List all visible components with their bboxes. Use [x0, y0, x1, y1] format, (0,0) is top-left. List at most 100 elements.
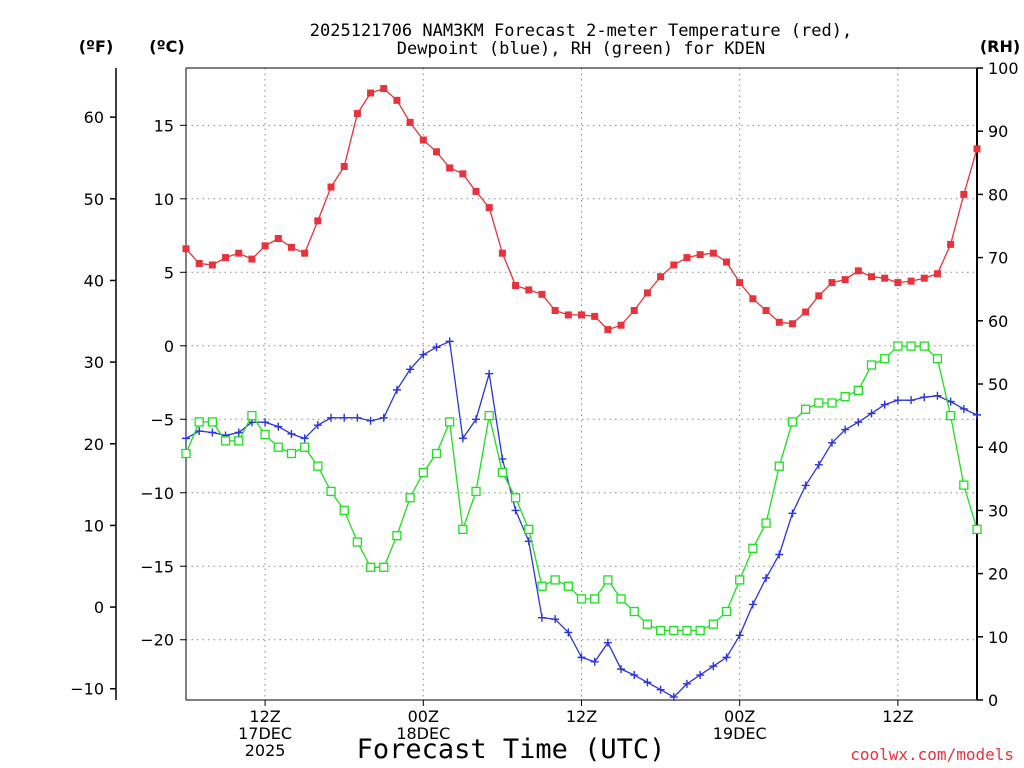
- data-point: [459, 170, 467, 178]
- x-axis-label: Forecast Time (UTC): [357, 734, 666, 765]
- data-point: [314, 217, 322, 225]
- data-point: [234, 428, 243, 437]
- data-point: [366, 416, 375, 425]
- data-point: [287, 429, 296, 438]
- axes: 6050403020100−10151050−5−10−15−201009080…: [70, 59, 1018, 760]
- data-point: [379, 413, 388, 422]
- data-point: [392, 531, 402, 541]
- rh-tick-label: 50: [988, 375, 1008, 394]
- data-point: [603, 638, 612, 647]
- data-point: [419, 136, 427, 144]
- data-point: [379, 562, 389, 572]
- data-point: [735, 631, 744, 640]
- x-tick-label: 12Z: [566, 707, 597, 726]
- data-point: [682, 679, 691, 688]
- fahrenheit-unit-label: (ºF): [79, 37, 114, 56]
- data-point: [604, 326, 612, 334]
- celsius-tick-label: −20: [140, 631, 174, 650]
- fahrenheit-tick-label: 20: [84, 435, 104, 454]
- data-point: [683, 254, 691, 262]
- data-point: [576, 594, 587, 604]
- data-point: [815, 292, 823, 300]
- fahrenheit-tick-label: 40: [84, 271, 104, 290]
- data-point: [326, 486, 336, 497]
- x-tick-label: 17DEC: [238, 724, 292, 743]
- data-point: [208, 428, 217, 437]
- data-point: [841, 425, 850, 434]
- data-point: [525, 286, 533, 294]
- data-point: [418, 467, 428, 478]
- data-point: [590, 594, 600, 604]
- data-point: [972, 524, 982, 535]
- credit-label: coolwx.com/models: [850, 745, 1014, 764]
- x-tick-label: 19DEC: [713, 724, 767, 743]
- data-point: [655, 625, 666, 636]
- data-point: [642, 619, 653, 629]
- data-point: [261, 418, 270, 427]
- fahrenheit-tick-label: 0: [94, 598, 104, 617]
- data-point: [657, 273, 665, 281]
- celsius-tick-label: 5: [164, 263, 174, 282]
- celsius-tick-label: 15: [154, 116, 174, 135]
- data-point: [261, 242, 269, 250]
- data-point: [841, 276, 849, 284]
- data-point: [286, 448, 297, 459]
- data-point: [630, 307, 638, 315]
- data-point: [775, 318, 783, 326]
- celsius-tick-label: −15: [140, 557, 174, 576]
- data-point: [748, 543, 758, 553]
- rh-tick-label: 80: [988, 185, 1008, 204]
- data-point: [365, 562, 376, 572]
- rh-tick-label: 60: [988, 312, 1008, 331]
- data-point: [723, 258, 731, 266]
- data-point: [247, 410, 257, 421]
- data-point: [933, 270, 941, 278]
- data-point: [301, 249, 309, 257]
- data-point: [932, 354, 943, 364]
- data-point: [339, 505, 349, 516]
- data-point: [960, 190, 968, 198]
- data-point: [840, 391, 850, 402]
- x-tick-label: 00Z: [408, 707, 439, 726]
- data-point: [775, 550, 784, 559]
- data-point: [498, 249, 506, 257]
- data-point: [721, 606, 732, 617]
- data-point: [220, 436, 231, 446]
- data-point: [445, 337, 454, 346]
- x-tick-label: 12Z: [882, 707, 913, 726]
- data-point: [564, 628, 573, 637]
- data-point: [762, 574, 771, 583]
- data-point: [551, 307, 559, 315]
- data-point: [484, 410, 494, 421]
- data-point: [630, 671, 639, 680]
- data-point: [868, 273, 876, 281]
- rh-unit-label: (RH): [980, 37, 1020, 56]
- data-point: [537, 581, 547, 591]
- data-point: [814, 460, 823, 469]
- data-point: [629, 606, 639, 617]
- data-point: [656, 685, 665, 694]
- data-point: [736, 279, 744, 287]
- data-point: [485, 369, 494, 378]
- data-point: [524, 524, 534, 535]
- data-point: [472, 415, 481, 424]
- fahrenheit-tick-label: −10: [70, 680, 104, 699]
- data-point: [709, 249, 717, 257]
- data-point: [787, 417, 798, 427]
- data-point: [182, 245, 190, 253]
- data-point: [920, 274, 928, 282]
- data-point: [497, 467, 508, 478]
- data-point: [458, 434, 467, 443]
- data-point: [800, 404, 811, 414]
- chart-title-line1: 2025121706 NAM3KM Forecast 2-meter Tempe…: [310, 21, 852, 41]
- series-layer: [181, 85, 982, 702]
- rh-tick-label: 30: [988, 501, 1008, 520]
- data-point: [353, 110, 361, 118]
- data-point: [591, 312, 599, 320]
- data-point: [827, 398, 837, 408]
- data-point: [195, 427, 204, 436]
- data-point: [432, 148, 440, 156]
- x-tick-label: 00Z: [724, 707, 755, 726]
- rh-tick-label: 100: [988, 59, 1019, 78]
